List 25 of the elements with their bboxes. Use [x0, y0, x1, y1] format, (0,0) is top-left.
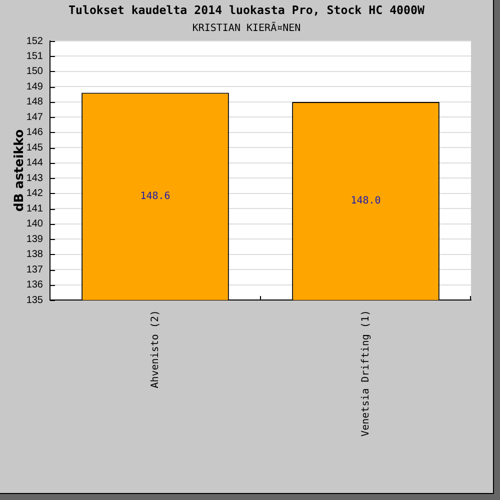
y-axis-title: dB asteikko — [10, 128, 26, 212]
chart-title: Tulokset kaudelta 2014 luokasta Pro, Stock HC 4000W — [68, 3, 426, 17]
y-tick-label: 141 — [26, 203, 44, 214]
y-tick-label: 147 — [26, 112, 44, 123]
y-tick-label: 137 — [26, 264, 44, 276]
y-tick-label: 148 — [26, 96, 44, 108]
y-tick-label: 143 — [26, 172, 44, 184]
data-label: 148.6 — [140, 190, 170, 202]
y-tick-label: 144 — [26, 158, 44, 169]
y-tick-label: 151 — [26, 50, 44, 62]
y-tick-label: 140 — [26, 218, 44, 230]
x-tick-label: Ahvenisto (2) — [150, 310, 161, 388]
y-tick-label: 136 — [26, 280, 44, 291]
x-tick-label: Venetsia Drifting (1) — [360, 310, 372, 436]
y-tick-label: 149 — [26, 81, 44, 92]
y-tick-label: 139 — [26, 234, 44, 245]
chart-subtitle: KRISTIAN KIERÃ¤NEN — [191, 23, 302, 34]
y-tick-label: 152 — [26, 36, 44, 47]
y-tick-label: 145 — [26, 142, 44, 154]
y-tick-label: 135 — [26, 294, 44, 306]
y-tick-label: 138 — [26, 249, 44, 260]
y-tick-label: 150 — [26, 66, 44, 78]
y-tick-label: 142 — [26, 188, 44, 200]
data-label: 148.0 — [350, 196, 381, 207]
y-tick-label: 146 — [26, 127, 44, 138]
